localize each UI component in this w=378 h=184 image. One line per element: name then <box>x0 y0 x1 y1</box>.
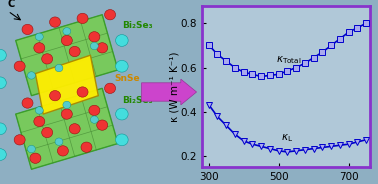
Circle shape <box>61 35 72 46</box>
Text: Bi₂Se₃: Bi₂Se₃ <box>122 21 152 30</box>
Circle shape <box>90 116 98 123</box>
Circle shape <box>77 87 88 97</box>
Circle shape <box>36 107 43 114</box>
Text: $\kappa_{\rm Total}$: $\kappa_{\rm Total}$ <box>276 54 301 66</box>
Circle shape <box>61 109 72 119</box>
Circle shape <box>42 127 53 138</box>
Circle shape <box>116 108 128 120</box>
FancyArrow shape <box>141 79 197 105</box>
Circle shape <box>97 43 108 53</box>
Circle shape <box>57 146 68 156</box>
Circle shape <box>30 153 41 163</box>
Circle shape <box>22 24 33 35</box>
Circle shape <box>69 46 80 57</box>
Circle shape <box>63 101 71 109</box>
Circle shape <box>55 64 63 72</box>
Circle shape <box>89 32 100 42</box>
Polygon shape <box>16 15 118 96</box>
Circle shape <box>34 116 45 127</box>
Polygon shape <box>16 88 118 169</box>
Circle shape <box>116 134 128 146</box>
Text: $\kappa_{\rm L}$: $\kappa_{\rm L}$ <box>281 132 293 144</box>
Circle shape <box>34 43 45 53</box>
Circle shape <box>0 77 6 89</box>
Circle shape <box>55 138 63 145</box>
Polygon shape <box>36 55 98 114</box>
Text: C: C <box>8 0 15 9</box>
Circle shape <box>42 54 53 64</box>
Circle shape <box>69 124 80 134</box>
Circle shape <box>116 60 128 72</box>
Circle shape <box>63 28 71 35</box>
Circle shape <box>97 120 108 130</box>
Circle shape <box>50 17 60 27</box>
Circle shape <box>89 105 100 116</box>
Circle shape <box>81 142 92 152</box>
Circle shape <box>14 61 25 71</box>
Y-axis label: κ (W m⁻¹ K⁻¹): κ (W m⁻¹ K⁻¹) <box>169 51 180 122</box>
Circle shape <box>36 33 43 40</box>
Text: SnSe: SnSe <box>114 74 139 83</box>
Circle shape <box>28 72 36 79</box>
Circle shape <box>22 98 33 108</box>
Circle shape <box>50 91 60 101</box>
Circle shape <box>90 42 98 50</box>
Circle shape <box>105 83 116 93</box>
Circle shape <box>0 149 6 160</box>
Circle shape <box>0 123 6 135</box>
Circle shape <box>14 135 25 145</box>
Circle shape <box>116 35 128 46</box>
Circle shape <box>77 13 88 24</box>
Circle shape <box>0 49 6 61</box>
Circle shape <box>28 145 36 153</box>
Text: Bi₂Se₃: Bi₂Se₃ <box>122 96 152 105</box>
Circle shape <box>105 10 116 20</box>
